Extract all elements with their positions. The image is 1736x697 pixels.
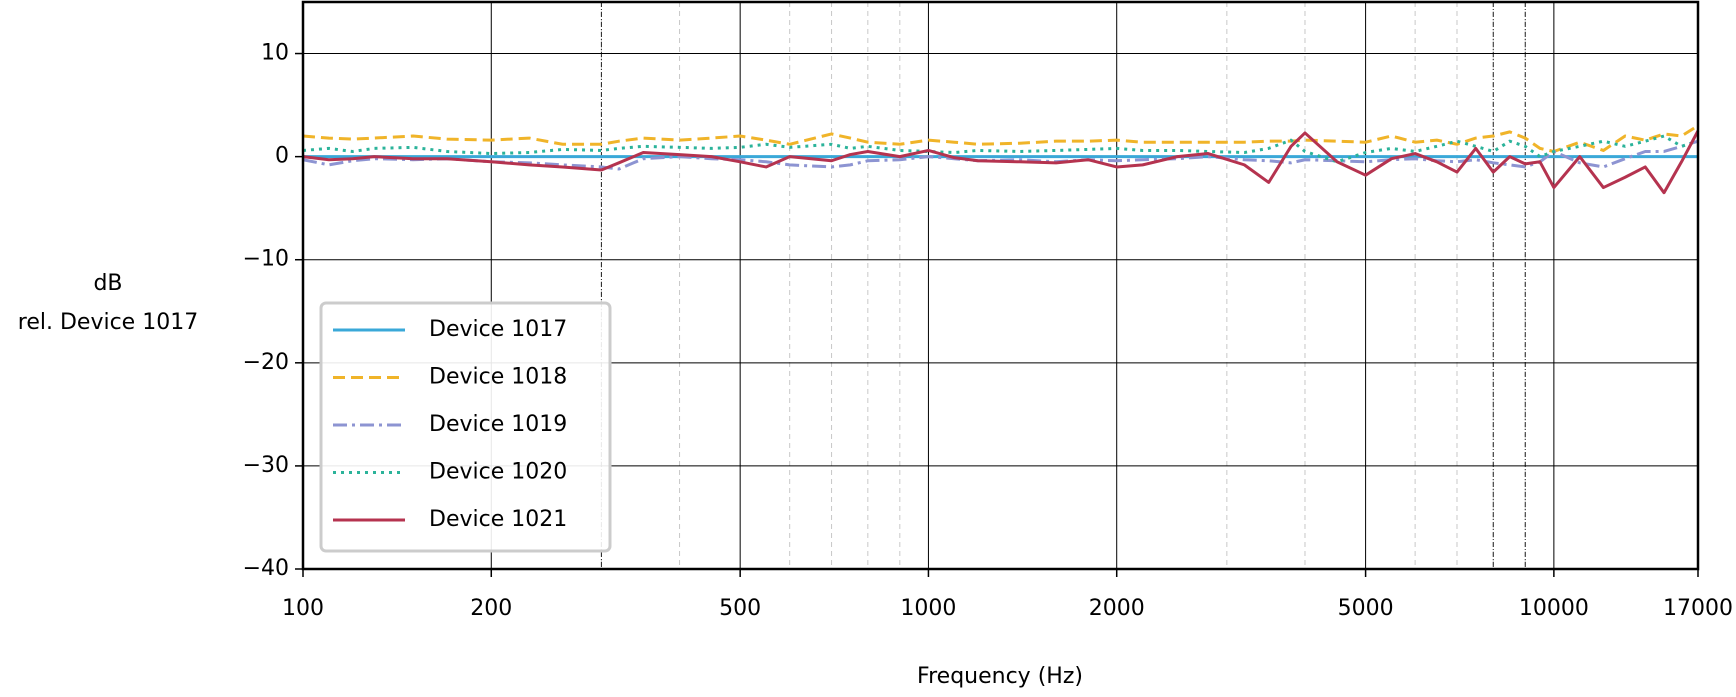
y-axis-label: rel. Device 1017 <box>18 310 198 335</box>
x-tick-label: 5000 <box>1338 596 1394 621</box>
x-axis-label: Frequency (Hz) <box>917 664 1083 689</box>
x-tick-label: 500 <box>719 596 761 621</box>
y-tick-label: −40 <box>243 556 289 581</box>
legend-label: Device 1019 <box>429 412 567 437</box>
y-tick-label: 0 <box>275 144 289 169</box>
x-tick-label: 2000 <box>1089 596 1145 621</box>
y-axis-label: dB <box>93 271 122 296</box>
x-tick-label: 17000 <box>1663 596 1733 621</box>
plot-frame <box>301 0 1700 571</box>
data-line <box>302 139 1699 171</box>
legend-label: Device 1018 <box>429 365 567 390</box>
x-tick-label: 10000 <box>1519 596 1589 621</box>
data-line <box>302 130 1700 195</box>
data-line <box>302 134 1699 164</box>
y-tick-label: 10 <box>261 41 289 66</box>
x-tick-label: 200 <box>470 596 512 621</box>
y-tick-label: −10 <box>243 247 289 272</box>
legend-box <box>319 301 612 553</box>
data-line <box>302 124 1699 153</box>
legend-label: Device 1017 <box>429 317 567 342</box>
legend-label: Device 1020 <box>429 460 567 485</box>
legend-label: Device 1021 <box>429 507 567 532</box>
x-tick-label: 100 <box>282 596 324 621</box>
x-tick-label: 1000 <box>900 596 956 621</box>
legend: Device 1017 Device 1018 Device 1019 Device … <box>319 301 612 553</box>
y-tick-label: −30 <box>243 453 289 478</box>
y-tick-label: −20 <box>243 350 289 375</box>
